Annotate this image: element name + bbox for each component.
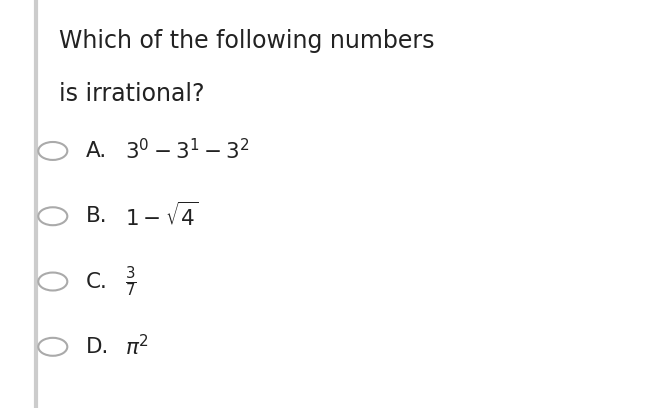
Text: B.: B. (86, 206, 108, 226)
Circle shape (38, 273, 67, 290)
Circle shape (38, 338, 67, 356)
Text: $\frac{3}{7}$: $\frac{3}{7}$ (125, 264, 137, 299)
Text: $3^{0}-3^{1}-3^{2}$: $3^{0}-3^{1}-3^{2}$ (125, 138, 250, 164)
Text: is irrational?: is irrational? (59, 82, 205, 106)
Text: $\pi^{2}$: $\pi^{2}$ (125, 334, 149, 359)
Text: $1-\sqrt{4}$: $1-\sqrt{4}$ (125, 202, 199, 231)
Text: A.: A. (86, 141, 107, 161)
Text: D.: D. (86, 337, 109, 357)
Text: C.: C. (86, 271, 108, 292)
Circle shape (38, 142, 67, 160)
Circle shape (38, 207, 67, 225)
Text: Which of the following numbers: Which of the following numbers (59, 29, 435, 53)
